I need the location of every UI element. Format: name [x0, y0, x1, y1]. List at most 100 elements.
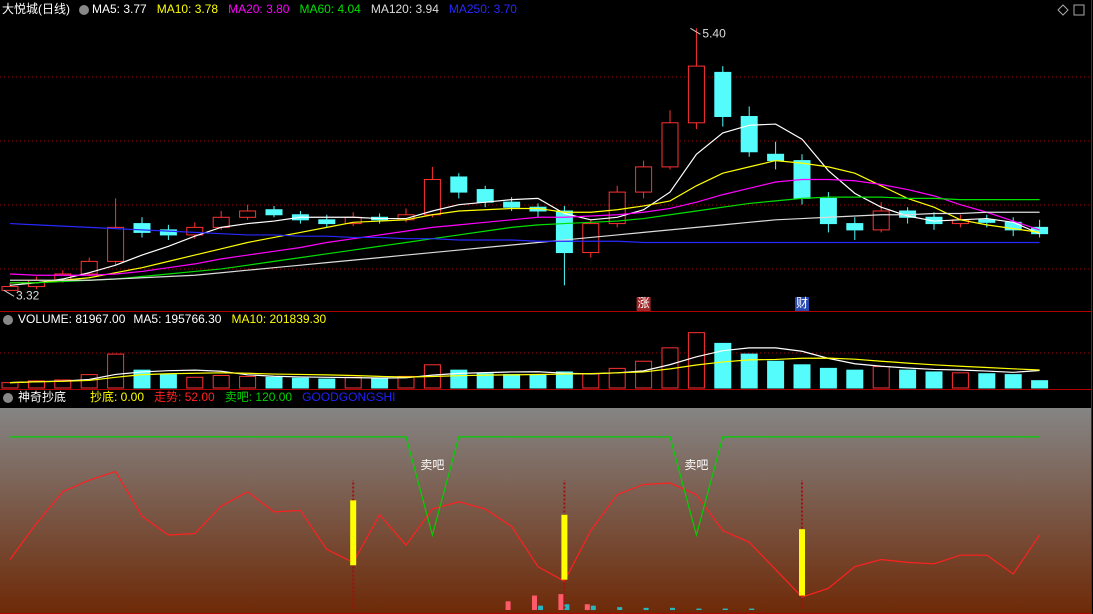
panel-title: 神奇抄底	[18, 389, 66, 404]
candle-body	[661, 122, 679, 168]
legend-text: 卖吧: 120.00	[225, 390, 293, 404]
candle-body	[767, 153, 785, 162]
extreme-label: 5.40	[702, 26, 726, 40]
panel-title: VOLUME: 81967.00	[18, 312, 126, 326]
volume-bar	[1031, 380, 1049, 389]
volume-bar	[397, 375, 415, 389]
volume-bar	[714, 342, 732, 389]
candle-body	[80, 260, 98, 275]
histogram-bar	[558, 594, 564, 610]
ma-line	[9, 123, 1040, 286]
candle-body	[186, 226, 204, 236]
marker-text: 涨	[638, 295, 650, 310]
candle-body	[978, 219, 996, 223]
candle-body	[239, 210, 257, 218]
histogram-bar	[532, 595, 537, 610]
diamond-icon[interactable]	[1057, 4, 1069, 16]
volume-bar	[503, 374, 521, 389]
candle-body	[819, 197, 837, 225]
histogram-bar	[564, 604, 570, 610]
legend-text: GOODGONGSHI	[302, 390, 395, 404]
volume-bar	[27, 380, 45, 389]
candle-body	[212, 216, 230, 228]
volume-bar	[265, 376, 283, 389]
volume-bar	[159, 374, 177, 389]
close-icon[interactable]	[1073, 4, 1085, 16]
extreme-label: 3.32	[16, 289, 40, 303]
histogram-bar	[538, 605, 543, 610]
volume-bar	[582, 373, 600, 389]
histogram-bar	[643, 607, 649, 610]
volume-bar	[872, 366, 890, 389]
legend-text: MA250: 3.70	[449, 2, 517, 16]
legend-text: MA10: 201839.30	[231, 312, 326, 326]
candle-body	[318, 219, 336, 225]
ma-line	[10, 211, 1040, 281]
histogram-bar	[670, 607, 675, 610]
ma-line	[10, 159, 1040, 284]
volume-bar	[54, 379, 72, 389]
volume-ma-line	[9, 357, 1040, 384]
annotation: 卖吧	[684, 458, 708, 472]
candle-body	[133, 223, 151, 233]
legend-text: MA10: 3.78	[157, 2, 219, 16]
volume-bar	[555, 371, 573, 389]
histogram-bar	[722, 608, 728, 610]
volume-bar	[1004, 374, 1022, 389]
volume-bar	[239, 375, 257, 389]
legend-text: MA5: 195766.30	[133, 312, 221, 326]
marker-box	[795, 297, 809, 311]
candle-body	[714, 71, 732, 117]
histogram-bar	[749, 608, 755, 610]
ma-line	[10, 196, 1040, 284]
legend-text: 抄底: 0.00	[90, 389, 144, 404]
volume-bar	[740, 353, 758, 389]
volume-bar	[107, 353, 125, 389]
volume-bar	[371, 377, 389, 389]
candle-body	[1, 286, 19, 291]
candle-body	[608, 191, 626, 225]
histogram-bar	[590, 605, 596, 610]
legend-text: 走势: 52.00	[154, 390, 215, 404]
candle-body	[503, 201, 521, 208]
histogram-bar	[584, 604, 590, 610]
volume-bar	[899, 369, 917, 389]
candle-body	[740, 115, 758, 153]
volume-bar	[819, 367, 837, 389]
volume-ma-line	[9, 347, 1040, 384]
chart-title: 大悦城(日线)	[2, 2, 70, 16]
candle-body	[687, 65, 705, 124]
volume-bar	[978, 373, 996, 389]
candle-body	[555, 210, 573, 254]
legend-text: MA20: 3.80	[228, 2, 290, 16]
volume-bar	[291, 377, 309, 389]
legend-text: MA60: 4.04	[299, 2, 361, 16]
candle-body	[265, 209, 283, 216]
volume-bar	[80, 374, 98, 389]
histogram-bar	[696, 608, 702, 610]
volume-bar	[476, 373, 494, 389]
candle-body	[159, 229, 177, 236]
candle-body	[107, 226, 125, 262]
volume-bar	[318, 378, 336, 389]
volume-bar	[344, 376, 362, 389]
volume-bar	[767, 360, 785, 389]
annotation: 卖吧	[420, 458, 444, 472]
volume-bar	[608, 367, 626, 389]
volume-bar	[793, 364, 811, 389]
legend-text: MA120: 3.94	[371, 2, 439, 16]
ma-line	[9, 222, 1040, 244]
histogram-bar	[617, 607, 623, 610]
volume-bar	[529, 375, 547, 389]
marker-text: 财	[796, 296, 808, 310]
candle-body	[846, 223, 864, 231]
volume-bar	[212, 375, 230, 389]
signal-bar	[561, 514, 568, 580]
candle-body	[872, 210, 890, 231]
ma-line	[9, 178, 1040, 276]
indicator-background	[0, 408, 1091, 613]
signal-bar	[350, 500, 357, 566]
histogram-bar	[505, 601, 511, 610]
indicator-line	[10, 436, 1040, 538]
